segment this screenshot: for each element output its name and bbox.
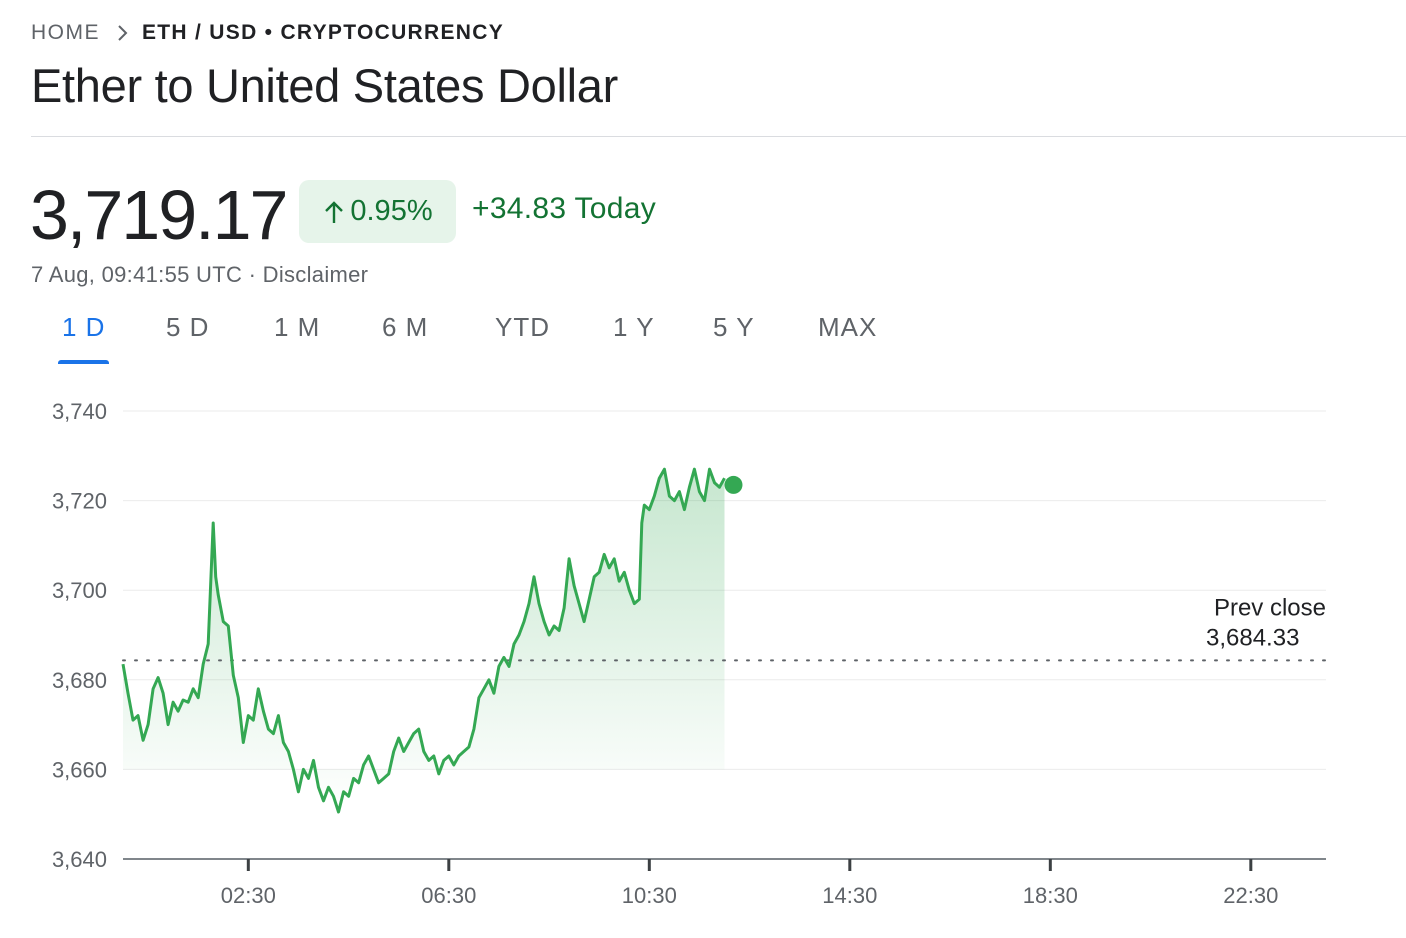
disclaimer-link[interactable]: Disclaimer bbox=[262, 262, 369, 287]
last-price-dot[interactable] bbox=[724, 475, 743, 494]
breadcrumb-current: ETH / USD • CRYPTOCURRENCY bbox=[142, 21, 505, 44]
timeframe-tabs: 1 D 5 D 1 M 6 M YTD 1 Y 5 Y MAX bbox=[0, 312, 900, 364]
y-tick-label: 3,680 bbox=[52, 668, 107, 693]
x-tick-label: 18:30 bbox=[1023, 883, 1078, 908]
y-tick-label: 3,740 bbox=[52, 399, 107, 424]
tab-1d[interactable]: 1 D bbox=[57, 312, 110, 364]
x-tick-label: 14:30 bbox=[822, 883, 877, 908]
chevron-right-icon bbox=[116, 24, 128, 42]
header-divider bbox=[31, 136, 1406, 137]
tab-max[interactable]: MAX bbox=[818, 312, 878, 342]
page-title: Ether to United States Dollar bbox=[31, 59, 618, 112]
tab-6m[interactable]: 6 M bbox=[382, 312, 429, 342]
tab-ytd[interactable]: YTD bbox=[495, 312, 550, 342]
prev-close-value: 3,684.33 bbox=[1206, 624, 1299, 651]
tab-1m[interactable]: 1 M bbox=[274, 312, 321, 342]
y-tick-label: 3,660 bbox=[52, 757, 107, 782]
tab-1y[interactable]: 1 Y bbox=[613, 312, 655, 342]
y-tick-label: 3,640 bbox=[52, 847, 107, 872]
breadcrumb-home-link[interactable]: HOME bbox=[31, 21, 100, 44]
breadcrumb: HOME ETH / USD • CRYPTOCURRENCY bbox=[31, 20, 504, 46]
change-percent-value: 0.95% bbox=[350, 195, 433, 227]
timestamp-separator: · bbox=[242, 262, 263, 287]
tab-5d[interactable]: 5 D bbox=[166, 312, 210, 342]
timestamp: 7 Aug, 09:41:55 UTC bbox=[31, 262, 243, 287]
prev-close-label: Prev close bbox=[1214, 594, 1326, 621]
x-tick-label: 02:30 bbox=[221, 883, 276, 908]
change-today: +34.83 Today bbox=[472, 192, 657, 225]
change-percent-badge: 0.95% bbox=[299, 180, 456, 243]
tab-5y[interactable]: 5 Y bbox=[713, 312, 755, 342]
y-tick-label: 3,700 bbox=[52, 578, 107, 603]
current-price: 3,719.17 bbox=[30, 176, 288, 254]
x-tick-label: 10:30 bbox=[622, 883, 677, 908]
x-tick-label: 06:30 bbox=[421, 883, 476, 908]
x-tick-label: 22:30 bbox=[1223, 883, 1278, 908]
price-area bbox=[123, 469, 725, 812]
arrow-up-icon bbox=[322, 199, 346, 225]
y-tick-label: 3,720 bbox=[52, 489, 107, 514]
price-line bbox=[121, 467, 726, 814]
timestamp-row: 7 Aug, 09:41:55 UTC · Disclaimer bbox=[31, 262, 368, 288]
